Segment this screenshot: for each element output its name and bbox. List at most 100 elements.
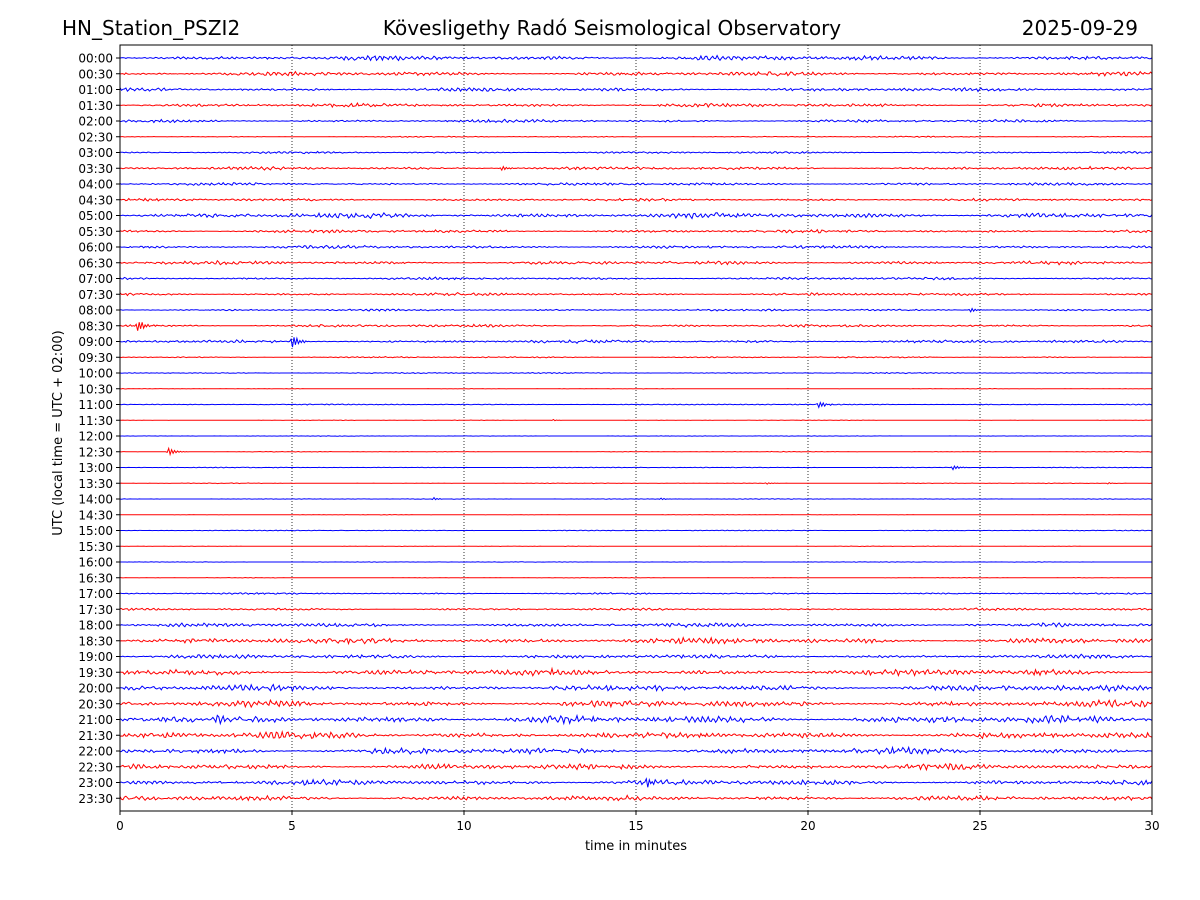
y-tick-label: 17:00	[78, 587, 113, 601]
y-tick-label: 04:00	[78, 178, 113, 192]
trace-1830	[119, 636, 1153, 646]
y-tick-label: 22:00	[78, 745, 113, 759]
trace-1800	[119, 622, 1153, 629]
y-tick-label: 01:30	[78, 99, 113, 113]
y-tick-label: 16:00	[78, 556, 113, 570]
y-tick-label: 13:00	[78, 461, 113, 475]
trace-1630	[119, 576, 1152, 579]
trace-0900	[119, 336, 1153, 348]
y-tick-label: 21:00	[78, 713, 113, 727]
y-tick-label: 15:00	[78, 524, 113, 538]
x-tick-label: 25	[972, 819, 987, 833]
trace-0230	[119, 135, 1152, 138]
trace-0930	[119, 356, 1153, 359]
trace-1730	[119, 607, 1153, 612]
trace-1900	[119, 653, 1153, 660]
vertical-gridlines	[291, 45, 981, 811]
y-tick-label: 09:00	[78, 335, 113, 349]
x-tick-label: 20	[800, 819, 815, 833]
y-tick-label: 02:00	[78, 115, 113, 129]
date-title: 2025-09-29	[1021, 16, 1138, 40]
y-tick-label: 07:00	[78, 272, 113, 286]
trace-1700	[119, 592, 1153, 595]
y-tick-label: 12:30	[78, 445, 113, 459]
x-axis-label: time in minutes	[585, 839, 687, 854]
y-tick-label: 20:00	[78, 682, 113, 696]
y-tick-label: 05:30	[78, 225, 113, 239]
y-tick-label: 06:00	[78, 241, 113, 255]
trace-1400	[119, 496, 1153, 501]
observatory-title: Kövesligethy Radó Seismological Observat…	[382, 16, 842, 40]
x-tick-label: 15	[628, 819, 643, 833]
trace-0200	[119, 118, 1153, 124]
y-tick-label: 08:30	[78, 319, 113, 333]
y-tick-label: 02:30	[78, 130, 113, 144]
y-tick-label: 12:00	[78, 430, 113, 444]
y-tick-label: 15:30	[78, 540, 113, 554]
y-tick-label: 10:30	[78, 382, 113, 396]
trace-2130	[119, 730, 1153, 740]
trace-2200	[119, 745, 1153, 756]
trace-0330	[119, 165, 1153, 172]
trace-1930	[119, 666, 1153, 677]
trace-1000	[119, 371, 1153, 375]
trace-1530	[119, 545, 1152, 548]
x-tick-label: 10	[456, 819, 471, 833]
y-tick-label: 21:30	[78, 729, 113, 743]
y-tick-label: 00:00	[78, 52, 113, 66]
x-axis-ticks: 0 5 10 15 20 25 30	[116, 811, 1160, 833]
y-tick-label: 22:30	[78, 760, 113, 774]
trace-0700	[119, 276, 1153, 281]
seismic-traces	[119, 54, 1153, 802]
y-tick-label: 06:30	[78, 256, 113, 270]
y-tick-label: 03:00	[78, 146, 113, 160]
y-tick-label: 04:30	[78, 193, 113, 207]
trace-1130	[120, 418, 1153, 422]
trace-1300	[119, 464, 1152, 471]
trace-2000	[119, 683, 1153, 693]
y-tick-label: 23:00	[78, 776, 113, 790]
y-axis-label: UTC (local time = UTC + 02:00)	[51, 330, 66, 535]
y-tick-label: 11:00	[78, 398, 113, 412]
trace-0030	[119, 70, 1153, 77]
y-tick-label: 14:00	[78, 493, 113, 507]
trace-0130	[119, 102, 1153, 109]
x-tick-label: 5	[288, 819, 296, 833]
y-tick-label: 11:30	[78, 414, 113, 428]
y-tick-label: 08:00	[78, 304, 113, 318]
trace-0530	[119, 228, 1153, 234]
trace-1230	[119, 446, 1153, 457]
trace-1100	[119, 401, 1153, 409]
trace-1330	[119, 481, 1153, 485]
trace-0730	[119, 291, 1153, 297]
x-tick-label: 0	[116, 819, 124, 833]
y-tick-label: 19:00	[78, 650, 113, 664]
trace-0600	[119, 244, 1153, 250]
y-tick-label: 20:30	[78, 697, 113, 711]
y-tick-label: 14:30	[78, 508, 113, 522]
station-title: HN_Station_PSZI2	[62, 16, 241, 40]
y-tick-label: 03:30	[78, 162, 113, 176]
trace-2300	[119, 777, 1153, 788]
trace-2030	[120, 698, 1153, 709]
trace-0830	[119, 322, 1153, 331]
trace-0000	[119, 54, 1153, 62]
trace-2330	[119, 794, 1153, 802]
x-tick-label: 30	[1144, 819, 1159, 833]
trace-0100	[119, 86, 1153, 93]
trace-1030	[120, 387, 1152, 390]
y-tick-label: 19:30	[78, 666, 113, 680]
y-tick-label: 18:30	[78, 634, 113, 648]
trace-2100	[119, 713, 1153, 726]
trace-1430	[119, 513, 1152, 516]
y-tick-label: 00:30	[78, 67, 113, 81]
y-tick-label: 10:00	[78, 367, 113, 381]
chart-header: HN_Station_PSZI2 Kövesligethy Radó Seism…	[0, 0, 1200, 45]
y-tick-label: 23:30	[78, 792, 113, 806]
trace-0300	[120, 150, 1153, 155]
y-tick-label: 07:30	[78, 288, 113, 302]
trace-0500	[119, 211, 1153, 220]
trace-1200	[119, 435, 1153, 437]
